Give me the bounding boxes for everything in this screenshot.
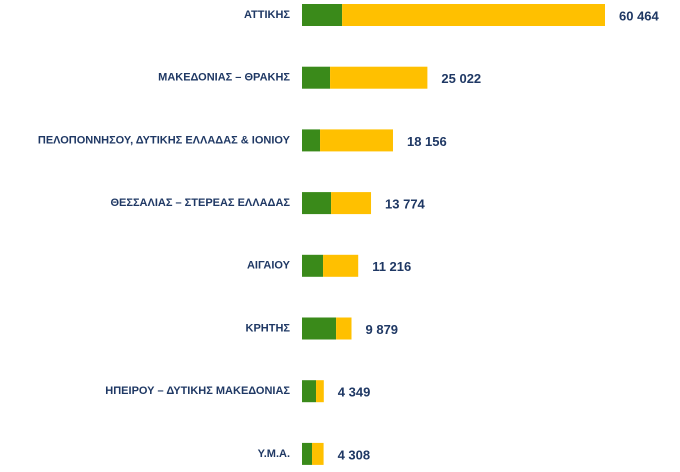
- bar-segment: [336, 317, 352, 340]
- bar-segment: [302, 442, 313, 465]
- bar-segment: [302, 380, 317, 403]
- category-label: ΗΠΕΙΡΟΥ – ΔΥΤΙΚΗΣ ΜΑΚΕΔΟΝΙΑΣ: [105, 385, 290, 397]
- category-label: ΑΤΤΙΚΗΣ: [244, 9, 290, 21]
- category-label: ΠΕΛΟΠΟΝΝΗΣΟΥ, ΔΥΤΙΚΗΣ ΕΛΛΑΔΑΣ & ΙΟΝΙΟΥ: [38, 134, 291, 146]
- bar-segment: [330, 66, 428, 89]
- category-label: ΑΙΓΑΙΟΥ: [247, 260, 291, 272]
- bar-segment: [342, 4, 605, 26]
- bar-segment: [302, 254, 324, 277]
- total-label: 60 464: [619, 8, 660, 23]
- bar-segment: [316, 380, 324, 403]
- bar-segment: [302, 4, 343, 26]
- category-label: ΜΑΚΕΔΟΝΙΑΣ – ΘΡΑΚΗΣ: [158, 72, 290, 84]
- bar-segment: [320, 129, 393, 152]
- bar-segment: [312, 442, 324, 465]
- bar-segment: [323, 254, 359, 277]
- category-label: ΘΕΣΣΑΛΙΑΣ – ΣΤΕΡΕΑΣ ΕΛΛΑΔΑΣ: [110, 197, 290, 209]
- total-label: 13 774: [385, 197, 426, 212]
- bar-segment: [331, 192, 372, 215]
- total-label: 25 022: [441, 71, 481, 86]
- bar-segment: [302, 192, 332, 215]
- total-label: 9 879: [366, 322, 399, 337]
- total-label: 18 156: [407, 134, 447, 149]
- total-label: 4 349: [338, 385, 371, 400]
- category-label: ΚΡΗΤΗΣ: [246, 322, 291, 334]
- total-label: 11 216: [372, 259, 411, 274]
- bar-segment: [302, 317, 337, 340]
- bar-segment: [302, 129, 321, 152]
- total-label: 4 308: [338, 447, 371, 462]
- bar-segment: [302, 66, 331, 89]
- category-label: Υ.Μ.Α.: [258, 448, 290, 460]
